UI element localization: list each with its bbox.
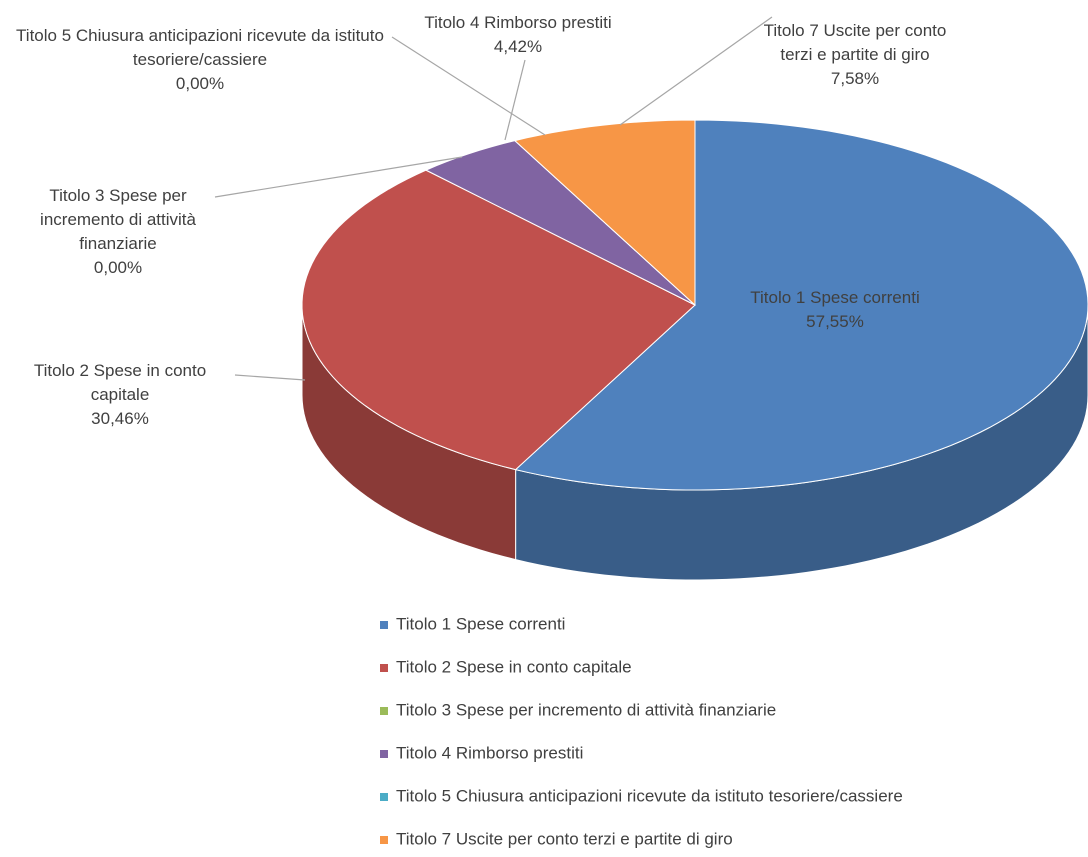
data-label-category: Titolo 4 Rimborso prestiti: [424, 13, 612, 32]
leader-line: [504, 59, 526, 141]
leader-line: [234, 374, 306, 381]
legend-label: Titolo 7 Uscite per conto terzi e partit…: [396, 829, 733, 848]
data-label: Titolo 2 Spese in conto capitale 30,46%: [5, 359, 235, 431]
leader-line: [619, 16, 773, 126]
data-label-value: 30,46%: [91, 409, 149, 428]
legend-label: Titolo 1 Spese correnti: [396, 614, 565, 633]
data-label-category: Titolo 1 Spese correnti: [750, 288, 920, 307]
slice: [514, 119, 1088, 491]
data-label-value: 0,00%: [93, 258, 143, 277]
data-label: Titolo 3 Spese per incremento di attivit…: [8, 184, 228, 280]
legend-label: Titolo 2 Spese in conto capitale: [396, 657, 632, 676]
legend-marker: [380, 750, 388, 758]
data-label: Titolo 4 Rimborso prestiti 4,42%: [408, 11, 628, 59]
data-label: Titolo 5 Chiusura anticipazioni ricevute…: [0, 24, 400, 96]
data-label-value: 0,00%: [175, 74, 225, 93]
legend-marker: [380, 836, 388, 844]
leader-line: [391, 36, 546, 136]
legend-label: Titolo 4 Rimborso prestiti: [396, 743, 583, 762]
legend-marker: [380, 664, 388, 672]
data-label-category: Titolo 5 Chiusura anticipazioni ricevute…: [16, 26, 384, 69]
slice: [424, 140, 696, 306]
leader-line: [214, 156, 463, 198]
legend-label: Titolo 5 Chiusura anticipazioni ricevute…: [396, 786, 903, 805]
data-label-category: Titolo 3 Spese per incremento di attivit…: [40, 186, 196, 253]
legend-marker: [380, 793, 388, 801]
legend-label: Titolo 3 Spese per incremento di attivit…: [396, 700, 776, 719]
data-label: Titolo 1 Spese correnti 57,55%: [705, 286, 965, 334]
slice: [513, 119, 696, 307]
data-label-value: 57,55%: [806, 312, 864, 331]
data-label-value: 4,42%: [493, 37, 543, 56]
data-label-value: 7,58%: [830, 69, 880, 88]
data-label: Titolo 7 Uscite per conto terzi e partit…: [750, 19, 960, 91]
slice: [301, 169, 696, 471]
legend-marker: [380, 621, 388, 629]
legend-marker: [380, 707, 388, 715]
data-label-category: Titolo 2 Spese in conto capitale: [33, 361, 207, 404]
data-label-category: Titolo 7 Uscite per conto terzi e partit…: [763, 21, 947, 64]
